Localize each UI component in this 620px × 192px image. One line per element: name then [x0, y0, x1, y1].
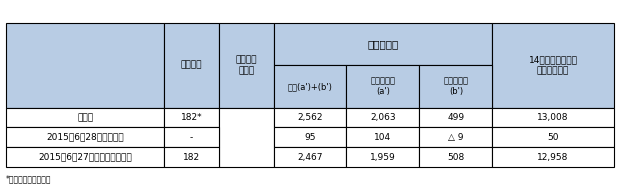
Text: 1,959: 1,959: [370, 153, 396, 162]
Bar: [6, 108, 164, 127]
Text: 182: 182: [183, 153, 200, 162]
Bar: [273, 147, 347, 167]
Bar: [6, 23, 164, 108]
Bar: [419, 147, 492, 167]
Bar: [273, 65, 347, 108]
Text: 濃厚接触者: 濃厚接触者: [367, 39, 399, 49]
Bar: [219, 108, 273, 167]
Text: 508: 508: [447, 153, 464, 162]
Bar: [492, 147, 614, 167]
Text: 182*: 182*: [180, 113, 202, 122]
Bar: [347, 108, 419, 127]
Text: 総数(a')+(b'): 総数(a')+(b'): [288, 82, 332, 91]
Bar: [347, 65, 419, 108]
Bar: [219, 23, 273, 108]
Bar: [164, 127, 219, 147]
Text: 実施中の
検査数: 実施中の 検査数: [236, 55, 257, 75]
Bar: [492, 108, 614, 127]
Text: 2015年6月27日までの報告総数: 2015年6月27日までの報告総数: [38, 153, 132, 162]
Bar: [419, 127, 492, 147]
Bar: [492, 23, 614, 108]
Text: 2,063: 2,063: [370, 113, 396, 122]
Text: 2,467: 2,467: [297, 153, 323, 162]
Bar: [273, 108, 347, 127]
Text: 2,562: 2,562: [297, 113, 323, 122]
Text: -: -: [190, 133, 193, 142]
Bar: [492, 127, 614, 147]
Bar: [347, 147, 419, 167]
Bar: [419, 108, 492, 127]
Text: 院内隔離者
(b'): 院内隔離者 (b'): [443, 77, 468, 96]
Bar: [164, 108, 219, 127]
Bar: [347, 127, 419, 147]
Text: △ 9: △ 9: [448, 133, 464, 142]
Text: 95: 95: [304, 133, 316, 142]
Text: *中国での症例を含む: *中国での症例を含む: [6, 175, 51, 184]
Bar: [6, 127, 164, 147]
Text: 自宅隔離者
(a'): 自宅隔離者 (a'): [370, 77, 396, 96]
Text: 2015年6月28日の報告数: 2015年6月28日の報告数: [46, 133, 124, 142]
Text: 499: 499: [447, 113, 464, 122]
Text: 104: 104: [374, 133, 391, 142]
Bar: [273, 23, 492, 65]
Text: 13,008: 13,008: [538, 113, 569, 122]
Text: 確定患者: 確定患者: [181, 61, 202, 70]
Text: 累計数: 累計数: [77, 113, 93, 122]
Text: 14日間の健康監視
を完了した者: 14日間の健康監視 を完了した者: [528, 55, 578, 75]
Text: 12,958: 12,958: [538, 153, 569, 162]
Bar: [273, 127, 347, 147]
Bar: [164, 147, 219, 167]
Bar: [419, 65, 492, 108]
Text: 50: 50: [547, 133, 559, 142]
Bar: [164, 23, 219, 108]
Bar: [6, 147, 164, 167]
